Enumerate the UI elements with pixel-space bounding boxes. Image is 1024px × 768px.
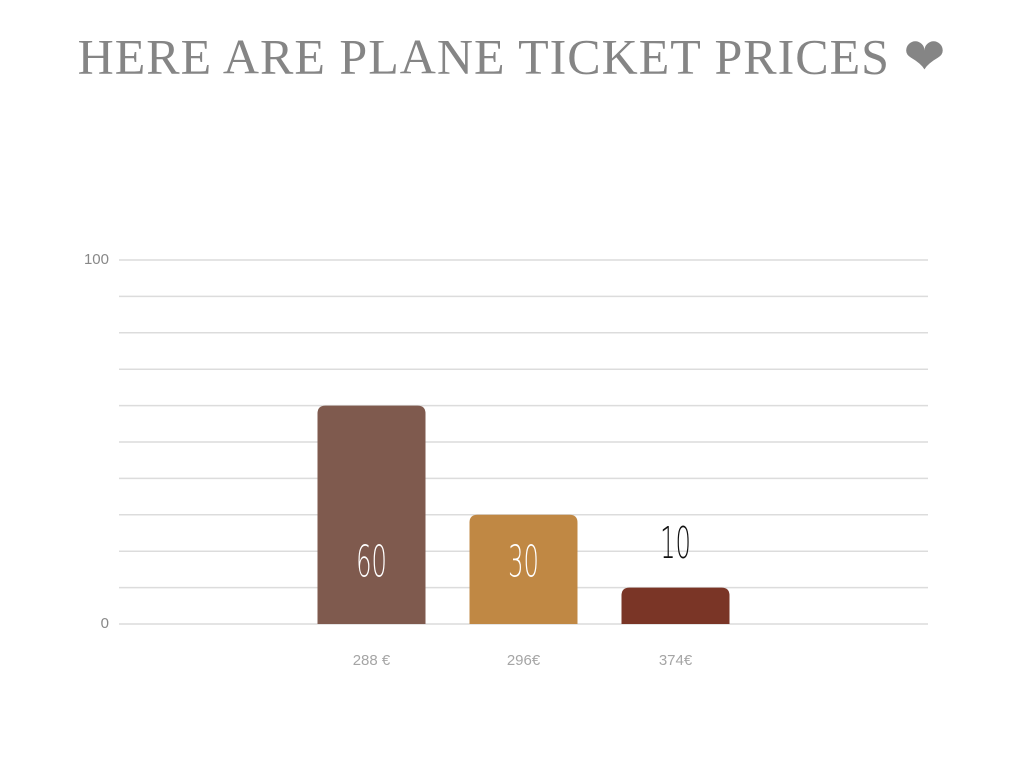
x-tick-label: 374€ <box>659 652 693 669</box>
x-tick-label: 288 € <box>353 652 391 669</box>
y-tick-label: 0 <box>101 615 109 632</box>
bar <box>621 587 730 624</box>
bar <box>317 405 426 624</box>
chart-title: HERE ARE PLANE TICKET PRICES ❤ <box>78 28 947 84</box>
y-tick-label: 100 <box>84 251 109 268</box>
value-label: 60 <box>356 537 387 588</box>
bar <box>469 514 578 624</box>
x-tick-label: 296€ <box>507 652 541 669</box>
value-label: 30 <box>508 537 539 588</box>
value-label: 10 <box>660 518 691 569</box>
